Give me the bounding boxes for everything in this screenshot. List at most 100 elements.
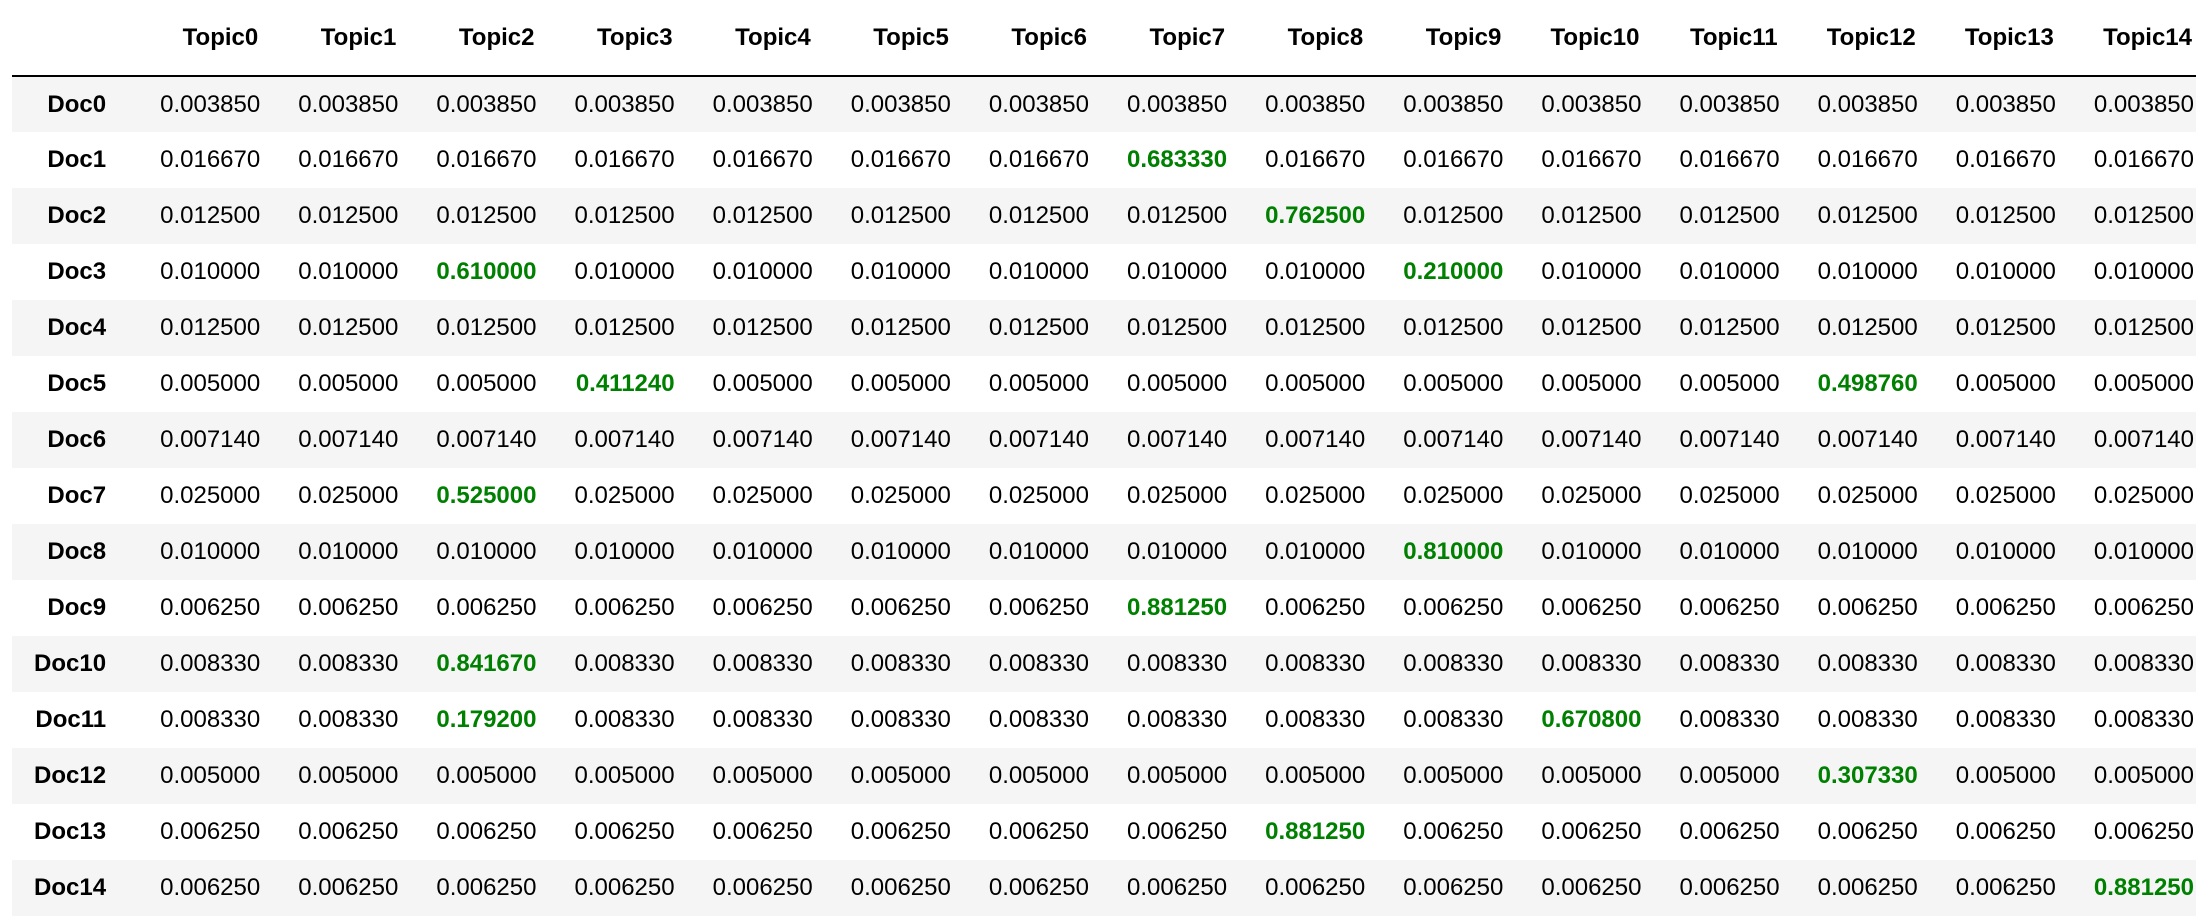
table-cell: 0.003850	[574, 90, 675, 118]
table-cell: 0.010000	[712, 258, 813, 285]
table-cell: 0.005000	[2093, 762, 2194, 789]
table-cell: 0.012500	[298, 202, 399, 229]
table-cell: 0.003850	[988, 90, 1089, 118]
table-cell: 0.012500	[1679, 314, 1780, 341]
highlighted-cell: 0.498760	[1817, 370, 1918, 397]
table-cell: 0.006250	[712, 818, 813, 845]
table-cell: 0.016670	[850, 146, 951, 173]
table-cell: 0.005000	[1679, 762, 1780, 789]
column-header: Topic3	[538, 0, 677, 77]
table-cell: 0.006250	[436, 594, 537, 621]
table-cell: 0.006250	[1955, 874, 2056, 901]
table-cell: 0.012500	[988, 314, 1089, 341]
table-cell: 0.010000	[298, 258, 399, 285]
column-header: Topic13	[1919, 0, 2058, 77]
table-cell: 0.016670	[1817, 146, 1918, 173]
table-cell: 0.010000	[1817, 538, 1918, 565]
column-header: Topic6	[952, 0, 1091, 77]
highlighted-cell: 0.762500	[1265, 202, 1366, 229]
table-cell: 0.006250	[1541, 874, 1642, 901]
table-cell: 0.003850	[160, 90, 261, 118]
table-cell: 0.006250	[298, 874, 399, 901]
table-cell: 0.007140	[1403, 426, 1504, 453]
table-cell: 0.005000	[1541, 370, 1642, 397]
table-cell: 0.010000	[1679, 258, 1780, 285]
table-cell: 0.016670	[574, 146, 675, 173]
table-cell: 0.006250	[1265, 594, 1366, 621]
table-cell: 0.007140	[160, 426, 261, 453]
table-row: Doc7 0.025000 0.025000 0.525000 0.025000 0.02…	[12, 468, 2196, 524]
table-cell: 0.010000	[1126, 538, 1228, 565]
table-cell: 0.005000	[298, 762, 399, 789]
table-cell: 0.012500	[160, 314, 261, 341]
table-row: Doc11 0.008330 0.008330 0.179200 0.008330 0.0…	[12, 692, 2196, 748]
table-cell: 0.012500	[2093, 202, 2194, 229]
table-cell: 0.008330	[574, 706, 675, 733]
table-cell: 0.008330	[1403, 706, 1504, 733]
table-cell: 0.010000	[1126, 258, 1228, 285]
table-cell: 0.010000	[1817, 258, 1918, 285]
table-cell: 0.025000	[2093, 482, 2194, 509]
table-cell: 0.006250	[988, 594, 1089, 621]
table-cell: 0.003850	[1126, 90, 1228, 118]
topic-distribution-table: Topic0 Topic1 Topic2 Topic3 Topic4 Topic5 Topi…	[12, 0, 2196, 916]
row-label: Doc3	[47, 258, 107, 285]
table-cell: 0.012500	[436, 314, 537, 341]
table-cell: 0.016670	[712, 146, 813, 173]
table-cell: 0.012500	[1403, 202, 1504, 229]
table-cell: 0.005000	[1126, 762, 1228, 789]
column-header: Topic0	[124, 0, 263, 77]
table-cell: 0.025000	[298, 482, 399, 509]
column-header: Topic5	[814, 0, 953, 77]
table-cell: 0.007140	[1126, 426, 1228, 453]
table-cell: 0.006250	[1679, 818, 1780, 845]
table-cell: 0.005000	[2093, 370, 2194, 397]
highlighted-cell: 0.683330	[1126, 146, 1228, 173]
table-cell: 0.005000	[1403, 762, 1504, 789]
table-cell: 0.008330	[850, 706, 951, 733]
table-cell: 0.007140	[574, 426, 675, 453]
table-cell: 0.012500	[160, 202, 261, 229]
column-header: Topic9	[1367, 0, 1506, 77]
table-cell: 0.005000	[1955, 370, 2056, 397]
table-cell: 0.012500	[1403, 314, 1504, 341]
highlighted-cell: 0.881250	[1265, 818, 1366, 845]
table-cell: 0.012500	[436, 202, 537, 229]
table-cell: 0.008330	[712, 706, 813, 733]
table-cell: 0.010000	[1541, 538, 1642, 565]
row-label: Doc7	[47, 482, 107, 509]
table-row: Doc5 0.005000 0.005000 0.005000 0.411240 0.00…	[12, 356, 2196, 412]
highlighted-cell: 0.610000	[436, 258, 537, 285]
table-cell: 0.006250	[2093, 818, 2194, 845]
table-row: Doc4 0.012500 0.012500 0.012500 0.012500 0.01…	[12, 300, 2196, 356]
table-cell: 0.025000	[1955, 482, 2056, 509]
table-cell: 0.012500	[574, 314, 675, 341]
table-cell: 0.007140	[2093, 426, 2194, 453]
row-label: Doc2	[47, 202, 107, 229]
index-header	[12, 0, 125, 77]
table-cell: 0.016670	[436, 146, 537, 173]
table-cell: 0.005000	[850, 370, 951, 397]
table-cell: 0.007140	[850, 426, 951, 453]
table-cell: 0.008330	[1265, 650, 1366, 677]
table-cell: 0.006250	[850, 874, 951, 901]
table-cell: 0.007140	[1679, 426, 1780, 453]
table-cell: 0.007140	[298, 426, 399, 453]
column-header: Topic7	[1090, 0, 1230, 77]
row-label: Doc6	[47, 426, 107, 453]
table-cell: 0.006250	[1403, 818, 1504, 845]
table-cell: 0.012500	[1955, 202, 2056, 229]
table-cell: 0.012500	[1817, 202, 1918, 229]
table-cell: 0.006250	[1541, 818, 1642, 845]
row-label: Doc9	[47, 594, 107, 621]
table-cell: 0.016670	[298, 146, 399, 173]
table-cell: 0.006250	[850, 818, 951, 845]
table-cell: 0.025000	[850, 482, 951, 509]
table-cell: 0.025000	[160, 482, 261, 509]
table-cell: 0.012500	[1955, 314, 2056, 341]
column-header: Topic2	[400, 0, 539, 77]
table-cell: 0.010000	[988, 258, 1089, 285]
table-cell: 0.007140	[1955, 426, 2056, 453]
table-cell: 0.008330	[1817, 650, 1918, 677]
table-cell: 0.005000	[1403, 370, 1504, 397]
